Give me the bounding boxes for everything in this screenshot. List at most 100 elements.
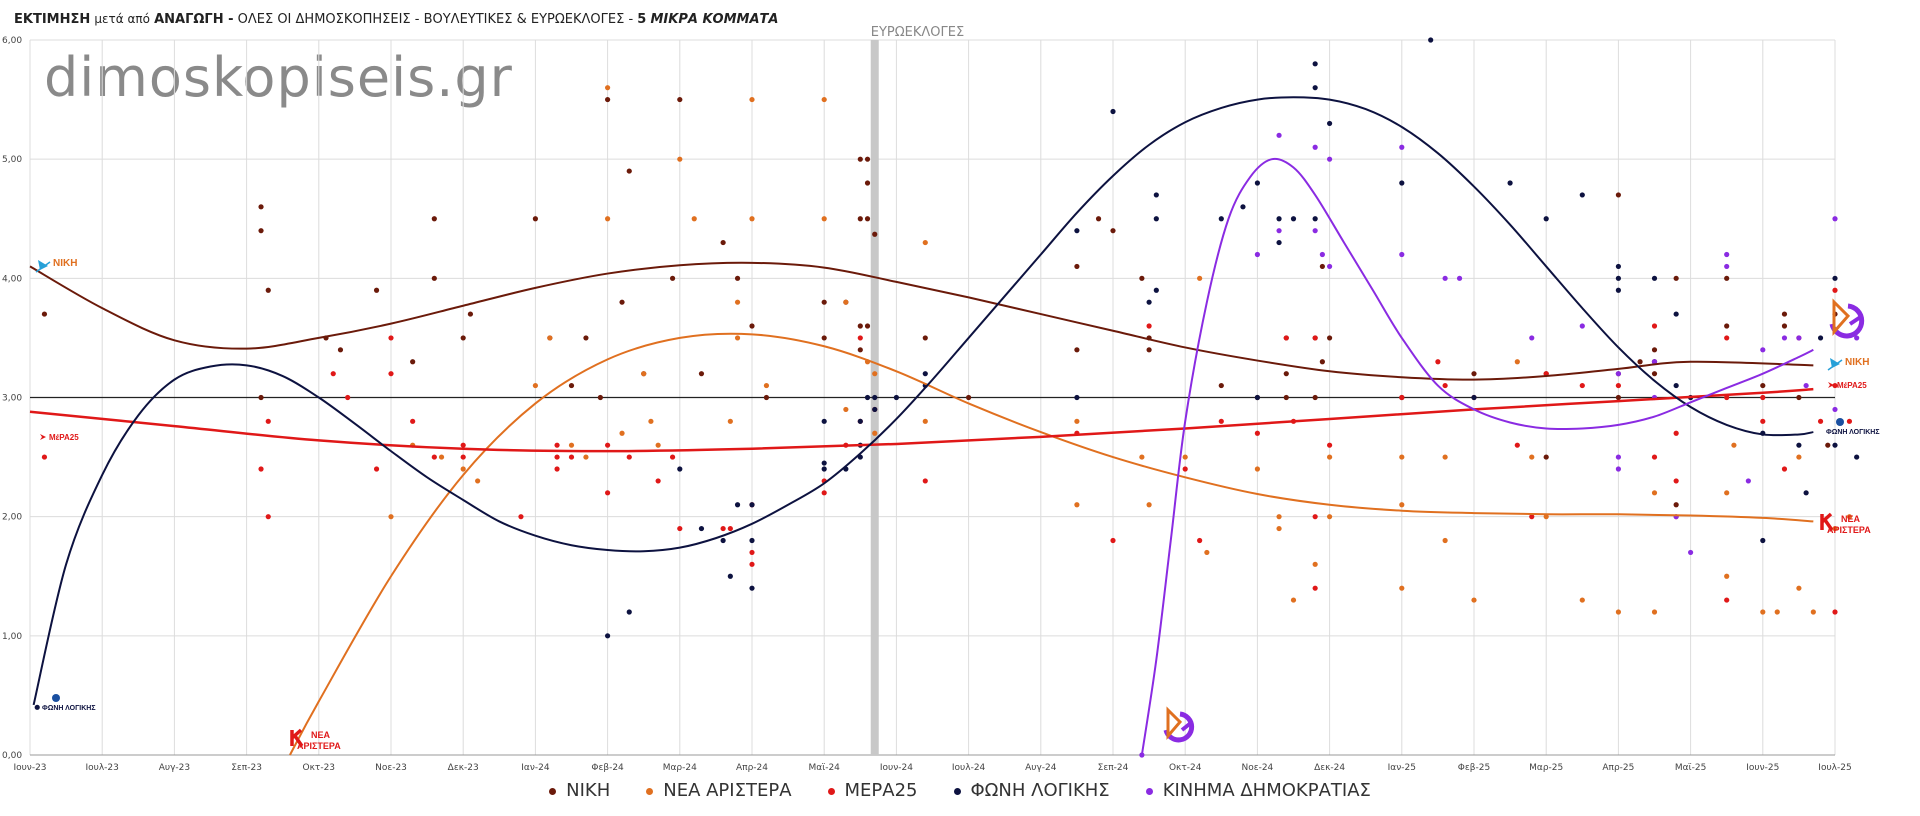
nea_aristera-point [1312,561,1318,567]
title-italic: ΜΙΚΡΑ ΚΟΜΜΑΤΑ [650,12,779,27]
niki-point [669,275,676,281]
foni_logikis-point [626,609,632,615]
foni_logikis-point [1074,394,1080,401]
nea_aristera-point [734,299,741,305]
foni_logikis-point [1428,37,1434,43]
mera25-point [720,525,726,532]
mera25-point [605,490,611,496]
nea_aristera-point [532,382,539,389]
mera25-logo-left: ΜέΡΑ25 [40,433,79,442]
nea_aristera-point [1074,502,1080,508]
foni_logikis-point [1153,192,1159,198]
niki-point [677,96,683,103]
nea_aristera-point [1579,597,1585,603]
nea_aristera-point [734,335,741,341]
mera25-point [1218,418,1224,424]
nea_aristera-point [1529,454,1535,460]
legend-item-niki: ΝΙΚΗ [549,780,610,801]
kinima-point [1254,251,1260,258]
x-tick-label: Οκτ-24 [1169,763,1202,773]
nea_aristera-point [1254,466,1260,472]
foni_logikis-point [1327,120,1333,127]
x-tick-label: Μαϊ-25 [1675,763,1706,773]
mera25-point [568,454,575,460]
niki-point [41,311,48,317]
title-prefix: ΕΚΤΙΜΗΣΗ [14,12,91,27]
nea_aristera-point [1276,525,1282,532]
x-tick-label: Δεκ-24 [1314,763,1345,773]
niki-point [460,335,466,341]
foni_logikis-point [1153,287,1159,293]
niki-point [698,371,705,377]
title-small: μετά από [94,12,150,26]
foni_logikis-point [1110,108,1116,115]
niki-point [258,394,264,401]
x-tick-label: Απρ-24 [736,763,768,773]
data-points [34,37,1860,758]
nea_aristera-point [872,430,878,436]
mera25-point [410,418,416,424]
niki-point [922,335,928,341]
mera25-point [1399,394,1405,401]
foni_logikis-point [1218,216,1224,222]
mera25-point [265,514,271,520]
foni_logikis-trend-line [32,96,1814,706]
x-tick-label: Ιουν-23 [13,763,46,773]
niki-point [1074,263,1080,270]
nea_aristera-point [1074,418,1080,424]
nea_aristera-point [821,96,827,103]
foni_logikis-point [872,394,878,401]
nea_aristera-point [1731,442,1737,448]
nea-aristera-logo-bottom: ΝΕΑ ΑΡΙΣΤΕΡΑ [290,728,341,751]
niki-point [431,216,437,222]
mera25-point [258,466,264,472]
legend-item-foni_logikis: ΦΩΝΗ ΛΟΓΙΚΗΣ [953,780,1110,801]
niki-point [1543,454,1549,460]
election-annotation: ΕΥΡΩΕΚΛΟΓΕΣ [871,25,964,40]
nea_aristera-point [843,406,849,413]
foni_logikis-point [1507,180,1513,186]
nea_aristera-trend-line [289,332,1814,756]
mera25-point [554,466,560,472]
x-tick-label: Ιαν-24 [521,763,550,773]
mera25-point [1673,478,1679,484]
niki-point [583,335,589,341]
legend-marker-foni_logikis [953,787,961,795]
nea_aristera-point [475,478,481,484]
niki-point [763,394,770,401]
nea_aristera-point [641,371,647,377]
legend-item-nea_aristera: ΝΕΑ ΑΡΙΣΤΕΡΑ [646,780,792,801]
foni_logikis-point [34,704,40,710]
kinima-point [1832,216,1838,222]
mera25-point [1514,442,1520,448]
niki-point [1615,394,1621,401]
foni_logikis-point [1651,275,1658,281]
niki-point [864,180,871,186]
title-mid: ΟΛΕΣ ΟΙ ΔΗΜΟΣΚΟΠΗΣΕΙΣ - ΒΟΥΛΕΥΤΙΚΕΣ & ΕΥ… [237,12,634,27]
niki-point [1724,275,1730,281]
nea_aristera-point [677,156,683,162]
niki-point [1074,347,1080,353]
mera25-point [41,454,48,460]
y-tick-label: 5,00 [2,155,22,165]
nea_aristera-point [922,418,928,424]
nea_aristera-point [727,418,733,424]
x-tick-label: Νοε-24 [1241,763,1273,773]
nea_aristera-point [1204,549,1210,556]
foni_logikis-point [720,537,726,544]
niki-point [749,323,755,329]
nea_aristera-point [547,335,553,341]
niki-point [857,347,863,353]
nea_aristera-point [1760,609,1766,615]
nea_aristera-point [1774,609,1780,615]
nea_aristera-point [1399,585,1405,591]
legend-label-nea_aristera: ΝΕΑ ΑΡΙΣΤΕΡΑ [663,780,792,801]
niki-point [864,156,871,162]
y-tick-label: 2,00 [2,513,22,523]
kinima-point [1745,478,1751,484]
niki-point [734,275,741,281]
x-tick-label: Μαρ-24 [663,763,697,773]
niki-logo-left: ΝΙΚΗ [35,258,77,273]
kinima-logo-bottom [1163,706,1195,743]
